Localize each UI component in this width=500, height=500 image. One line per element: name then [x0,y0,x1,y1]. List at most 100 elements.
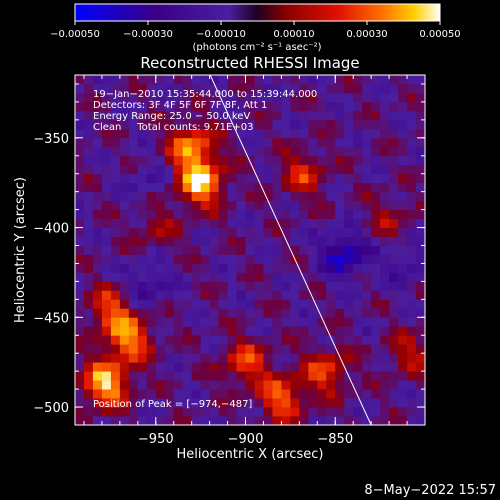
heatmap-cell [83,272,94,282]
heatmap-cell [254,299,264,309]
heatmap-cell [380,245,390,255]
heatmap-cell [272,227,282,237]
heatmap-cell [119,209,130,219]
heatmap-cell [200,371,211,381]
heatmap-cell [146,389,157,399]
heatmap-cell [146,236,157,246]
heatmap-cell [398,137,408,148]
heatmap-cell [344,92,354,103]
annotation-detectors: Detectors: 3F 4F 5F 6F 7F 8F, Att 1 [93,100,267,111]
heatmap-cell [317,191,327,202]
heatmap-cell [245,173,255,184]
heatmap-cell [191,335,202,345]
heatmap-cell [110,335,121,345]
heatmap-cell [101,101,112,112]
heatmap-cell [155,344,166,354]
heatmap-cell [344,83,354,94]
heatmap-cell [227,389,237,399]
heatmap-cell [371,137,381,148]
heatmap-cell [75,335,85,345]
heatmap-cell [164,398,175,408]
heatmap-cell [308,254,318,264]
heatmap-cell [164,236,175,246]
heatmap-cell [407,344,417,354]
heatmap-cell [371,344,381,354]
heatmap-cell [110,380,121,390]
heatmap-cell [416,398,425,408]
x-tick-label: −950 [138,432,174,447]
heatmap-cell [92,335,103,345]
heatmap-cell [371,371,381,381]
heatmap-cell [281,155,291,166]
heatmap-cell [362,317,372,327]
heatmap-cell [236,218,246,228]
heatmap-cell [245,227,255,237]
heatmap-cell [173,110,184,121]
heatmap-cell [128,317,139,327]
heatmap-cell [317,164,327,175]
heatmap-cell [398,83,408,94]
heatmap-cell [155,128,166,139]
heatmap-cell [128,191,139,202]
heatmap-cell [245,155,255,166]
heatmap-cell [101,398,112,408]
heatmap-cell [191,263,202,273]
heatmap-cell [182,155,193,166]
heatmap-cell [272,254,282,264]
heatmap-cell [344,407,354,417]
heatmap-cell [389,299,399,309]
heatmap-cell [416,371,425,381]
heatmap-cell [416,299,425,309]
heatmap-cell [389,119,399,130]
heatmap-cell [407,101,417,112]
heatmap-cell [191,128,202,139]
heatmap-cell [146,263,157,273]
heatmap-cell [290,362,300,372]
heatmap-cell [245,236,255,246]
heatmap-cell [398,200,408,211]
heatmap-cell [146,191,157,202]
heatmap-cell [236,128,246,139]
heatmap-cell [146,335,157,345]
heatmap-cell [290,137,300,148]
heatmap-cell [362,209,372,219]
heatmap-cell [389,335,399,345]
heatmap-cell [380,317,390,327]
heatmap-cell [83,92,94,103]
y-tick-label: −450 [33,311,69,326]
heatmap-cell [146,371,157,381]
heatmap-cell [200,191,211,202]
heatmap-cell [182,75,193,85]
heatmap-cell [92,119,103,130]
heatmap-cell [200,380,211,390]
heatmap-cell [200,362,211,372]
heatmap-cell [245,191,255,202]
heatmap-cell [110,245,121,255]
colorbar-tick-label: 0.00050 [419,29,460,40]
heatmap-cell [407,398,417,408]
heatmap-cell [353,326,363,336]
heatmap-cell [326,218,336,228]
heatmap-cell [254,155,264,166]
heatmap-cell [209,110,219,121]
heatmap-cell [155,164,166,175]
heatmap-cell [155,263,166,273]
heatmap-cell [137,182,148,193]
heatmap-cell [317,173,327,184]
heatmap-cell [326,380,336,390]
heatmap-cell [83,290,94,300]
heatmap-cell [326,335,336,345]
heatmap-cell [110,398,121,408]
heatmap-cell [362,92,372,103]
heatmap-cell [200,83,211,94]
heatmap-cell [389,227,399,237]
heatmap-cell [200,75,211,85]
heatmap-cell [290,380,300,390]
heatmap-cell [398,398,408,408]
heatmap-cell [75,146,85,157]
heatmap-cell [218,236,228,246]
heatmap-cell [371,254,381,264]
heatmap-cell [371,83,381,94]
heatmap-cell [245,317,255,327]
heatmap-cell [209,75,219,85]
